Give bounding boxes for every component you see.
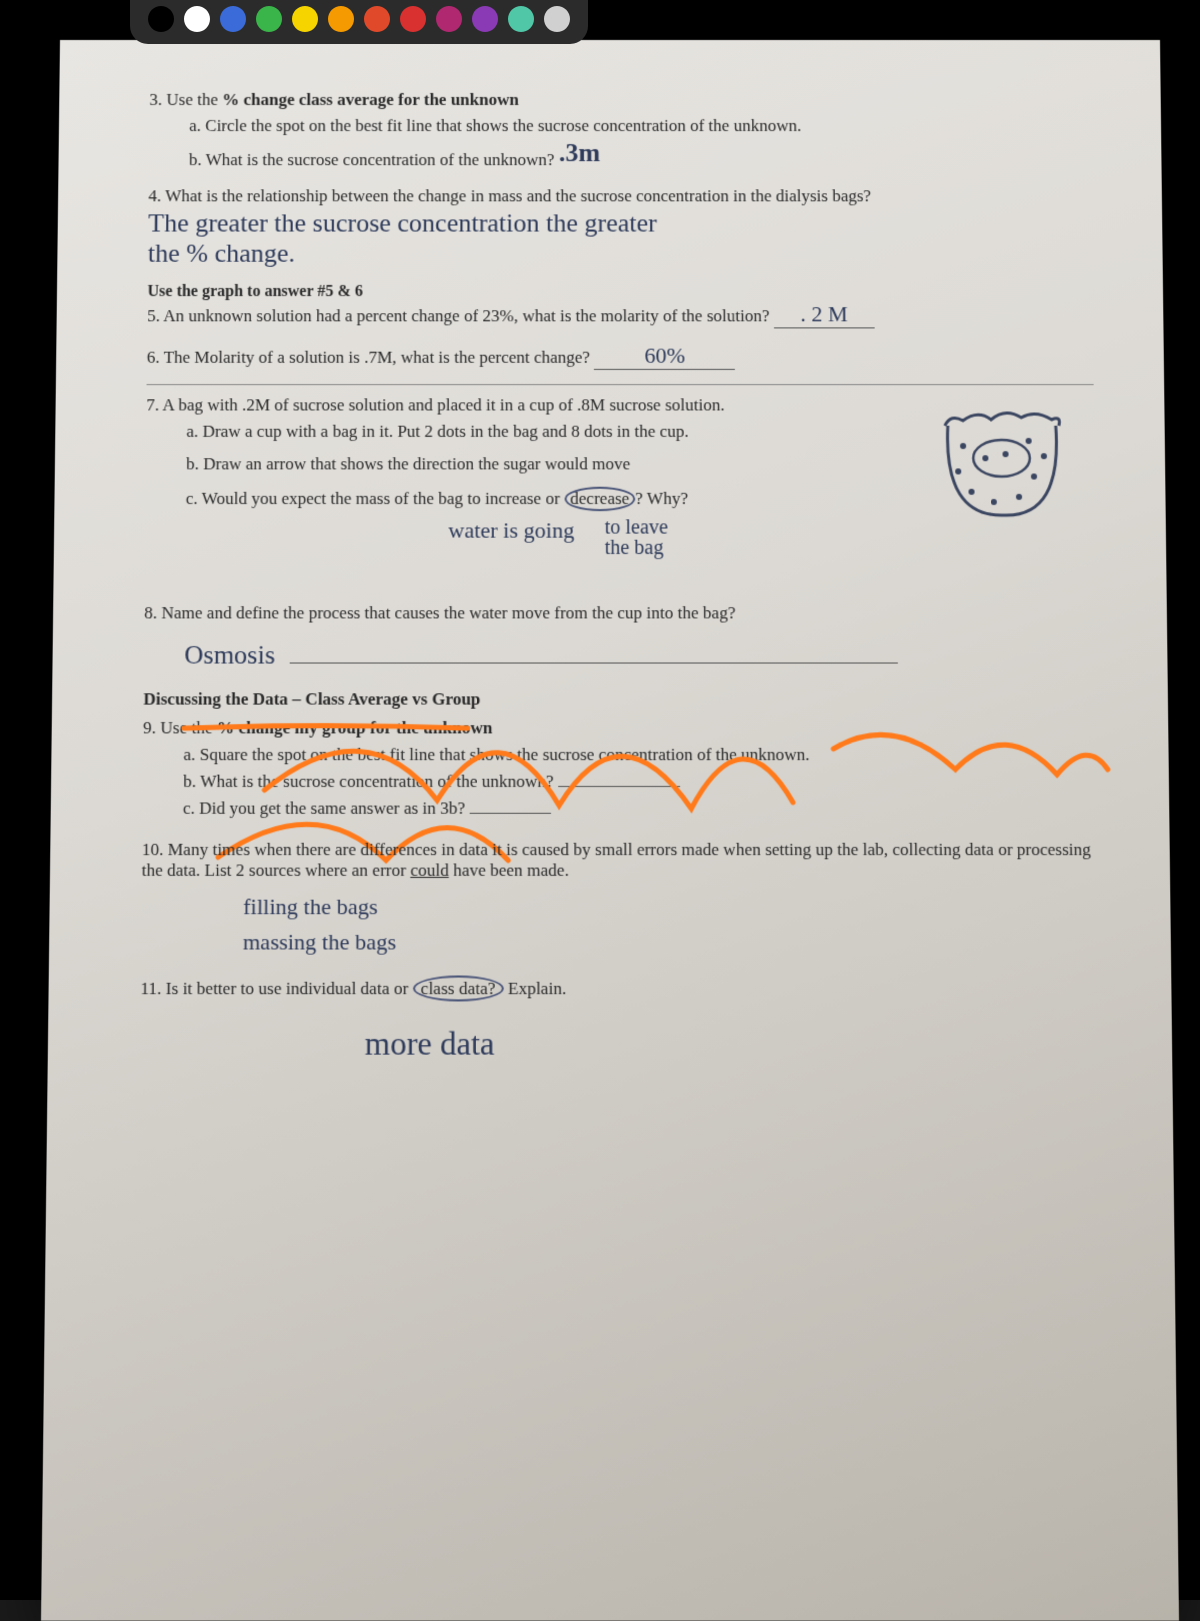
color-swatch[interactable] bbox=[220, 6, 246, 32]
q10-under: could bbox=[410, 860, 449, 880]
color-swatch[interactable] bbox=[328, 6, 354, 32]
color-swatch[interactable] bbox=[364, 6, 390, 32]
q7c-post: ? Why? bbox=[635, 489, 688, 508]
q4-answer-2: the % change. bbox=[148, 239, 1093, 269]
q10-text2: have been made. bbox=[449, 860, 569, 880]
q8-text: 8. Name and define the process that caus… bbox=[144, 603, 1096, 623]
q7-answer-2a: to leave bbox=[605, 517, 668, 537]
q7-answer: water is going bbox=[448, 517, 574, 544]
question-8: 8. Name and define the process that caus… bbox=[144, 603, 1097, 671]
q10-text: 10. Many times when there are difference… bbox=[142, 840, 1091, 880]
q5-text: 5. An unknown solution had a percent cha… bbox=[147, 306, 774, 325]
question-4: 4. What is the relationship between the … bbox=[148, 186, 1093, 269]
color-swatch[interactable] bbox=[148, 6, 174, 32]
question-5: 5. An unknown solution had a percent cha… bbox=[147, 301, 1093, 328]
divider-1 bbox=[147, 384, 1094, 385]
q9b-text: b. What is the sucrose concentration of … bbox=[183, 772, 558, 792]
screen-frame: 3. Use the % change class average for th… bbox=[0, 0, 1200, 1600]
q7-answer-2b: the bag bbox=[605, 538, 668, 558]
color-swatch[interactable] bbox=[184, 6, 210, 32]
color-swatch[interactable] bbox=[256, 6, 282, 32]
q5-answer: . 2 M bbox=[774, 301, 875, 328]
q3b: b. What is the sucrose concentration of … bbox=[189, 142, 1092, 172]
q3-num: 3. Use the bbox=[149, 90, 222, 109]
q3-bold: % change class average for the unknown bbox=[222, 90, 519, 109]
question-6: 6. The Molarity of a solution is .7M, wh… bbox=[147, 343, 1094, 370]
q9b-blank bbox=[558, 786, 680, 787]
color-swatch[interactable] bbox=[436, 6, 462, 32]
q10-answer-2: massing the bags bbox=[243, 929, 1100, 956]
cup-bag-diagram bbox=[932, 395, 1074, 527]
q9-bold: % change my group for the unknown bbox=[217, 718, 493, 738]
q7b: b. Draw an arrow that shows the directio… bbox=[186, 454, 711, 474]
section-title: Discussing the Data – Class Average vs G… bbox=[143, 689, 1097, 710]
color-swatch[interactable] bbox=[544, 6, 570, 32]
q6-text: 6. The Molarity of a solution is .7M, wh… bbox=[147, 348, 595, 367]
q9c-text: c. Did you get the same answer as in 3b? bbox=[183, 798, 470, 818]
q4-answer-1: The greater the sucrose concentration th… bbox=[148, 208, 1092, 238]
q3b-answer: .3m bbox=[559, 138, 600, 167]
q7c-circled: decrease bbox=[564, 487, 635, 511]
q3b-text: b. What is the sucrose concentration of … bbox=[189, 150, 559, 169]
graph-note: Use the graph to answer #5 & 6 bbox=[147, 283, 1092, 301]
question-10: 10. Many times when there are difference… bbox=[141, 840, 1100, 956]
question-3: 3. Use the % change class average for th… bbox=[149, 90, 1092, 172]
q9-num: 9. Use the bbox=[143, 718, 217, 738]
q11-text2: Explain. bbox=[504, 979, 567, 999]
question-7: 7. A bag with .2M of sucrose solution an… bbox=[144, 395, 1095, 589]
q11-answer: more data bbox=[365, 1024, 1101, 1063]
q6-answer: 60% bbox=[594, 343, 735, 370]
q7a: a. Draw a cup with a bag in it. Put 2 do… bbox=[186, 422, 711, 442]
question-9: 9. Use the % change my group for the unk… bbox=[142, 718, 1098, 819]
q3a: a. Circle the spot on the best fit line … bbox=[189, 116, 1091, 136]
q7c: c. Would you expect the mass of the bag … bbox=[186, 487, 752, 511]
q8-answer: Osmosis bbox=[184, 640, 275, 670]
color-swatch[interactable] bbox=[292, 6, 318, 32]
q4-text: 4. What is the relationship between the … bbox=[148, 186, 1091, 206]
color-toolbar bbox=[130, 0, 588, 44]
q11-circled: class data? bbox=[413, 975, 504, 1001]
q9c: c. Did you get the same answer as in 3b? bbox=[183, 798, 1098, 819]
q8-blank bbox=[290, 663, 898, 664]
q9b: b. What is the sucrose concentration of … bbox=[183, 772, 1098, 793]
q7c-pre: c. Would you expect the mass of the bag … bbox=[186, 489, 564, 508]
q10-answer-1: filling the bags bbox=[243, 893, 1099, 920]
q9c-blank bbox=[470, 813, 551, 814]
q11-text: 11. Is it better to use individual data … bbox=[140, 979, 412, 999]
color-swatch[interactable] bbox=[472, 6, 498, 32]
worksheet-page: 3. Use the % change class average for th… bbox=[41, 40, 1179, 1621]
question-11: 11. Is it better to use individual data … bbox=[140, 979, 1101, 1063]
q9a: a. Square the spot on the best fit line … bbox=[183, 745, 1097, 766]
color-swatch[interactable] bbox=[508, 6, 534, 32]
color-swatch[interactable] bbox=[400, 6, 426, 32]
